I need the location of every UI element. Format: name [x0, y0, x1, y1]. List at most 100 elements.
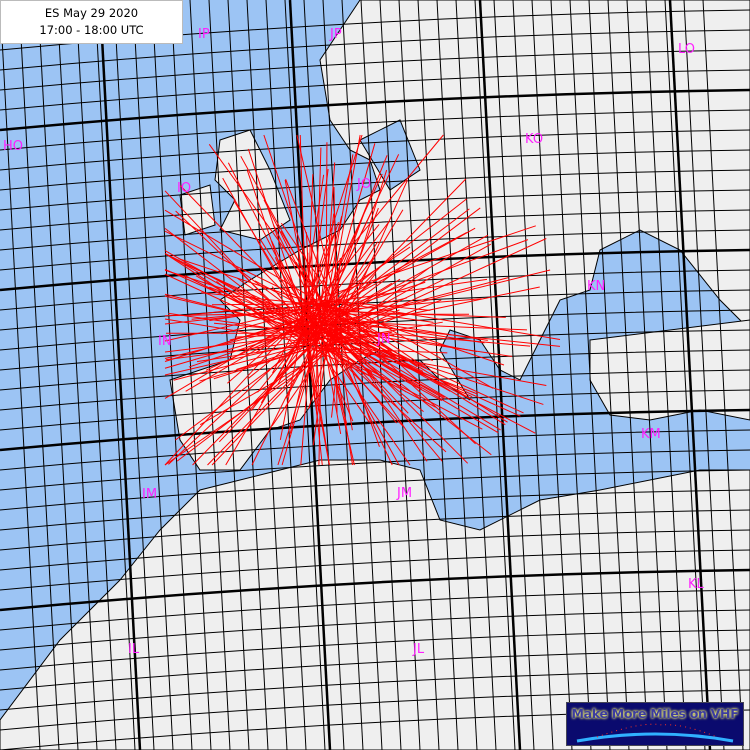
grid-meridian — [683, 0, 725, 750]
grid-meridian — [474, 0, 516, 750]
propagation-path — [176, 340, 336, 462]
field-label-jn: JN — [376, 332, 391, 347]
propagation-path — [199, 347, 334, 426]
propagation-path — [302, 305, 337, 368]
grid-meridian — [94, 0, 136, 750]
grid-meridian — [18, 0, 60, 750]
logo-horizon-graphic — [576, 723, 734, 743]
grid-meridian — [170, 0, 212, 750]
grid-parallel — [0, 649, 750, 691]
propagation-path — [337, 207, 481, 316]
grid-meridian — [398, 0, 440, 750]
propagation-path — [208, 144, 332, 315]
propagation-path — [168, 326, 317, 465]
propagation-path — [246, 170, 302, 329]
grid-meridian — [246, 0, 288, 750]
propagation-path — [310, 205, 375, 341]
propagation-path — [271, 240, 306, 314]
grid-meridian — [113, 0, 155, 750]
grid-parallel — [0, 469, 750, 511]
propagation-path — [328, 333, 544, 405]
grid-meridian — [702, 0, 744, 750]
propagation-path — [189, 299, 327, 316]
propagation-path — [329, 269, 551, 326]
field-label-jo: JO — [356, 177, 371, 192]
grid-parallel — [0, 369, 750, 411]
propagation-path — [333, 329, 513, 357]
grid-meridian — [0, 0, 41, 750]
propagation-path — [236, 342, 319, 370]
grid-meridian — [588, 0, 630, 750]
grid-meridian — [550, 0, 592, 750]
grid-meridian — [626, 0, 668, 750]
propagation-path — [164, 230, 317, 307]
propagation-path — [307, 348, 330, 466]
propagation-path — [333, 180, 408, 345]
propagation-path — [320, 198, 467, 314]
propagation-path — [336, 337, 409, 414]
propagation-path — [164, 227, 306, 337]
grid-meridian — [607, 0, 649, 750]
propagation-path — [336, 239, 529, 311]
grid-meridian — [436, 0, 478, 750]
propagation-path — [310, 224, 380, 310]
propagation-path — [319, 143, 376, 336]
propagation-path — [299, 134, 306, 301]
propagation-path — [183, 263, 302, 318]
propagation-path — [330, 349, 340, 418]
propagation-path — [164, 295, 306, 330]
propagation-path — [302, 310, 397, 424]
propagation-path — [332, 238, 547, 338]
propagation-path — [317, 311, 342, 435]
grid-meridian — [322, 0, 364, 750]
grid-parallel — [0, 29, 750, 71]
grid-meridian — [189, 0, 231, 750]
propagation-path — [196, 343, 310, 363]
field-label-in: IN — [158, 334, 172, 349]
propagation-path — [164, 209, 317, 302]
propagation-path — [263, 134, 324, 310]
title-box: ES May 29 2020 17:00 - 18:00 UTC — [0, 0, 183, 44]
grid-parallel — [0, 629, 750, 671]
grid-parallel — [0, 69, 750, 111]
propagation-path — [279, 308, 307, 441]
field-parallel — [0, 88, 750, 132]
field-label-jp: JP — [329, 27, 342, 42]
grid-parallel — [0, 549, 750, 591]
field-label-jm: JM — [396, 486, 412, 501]
grid-parallel — [0, 609, 750, 651]
land-turkey — [589, 319, 750, 421]
propagation-path — [304, 134, 363, 310]
propagation-path — [325, 231, 468, 308]
propagation-path — [309, 347, 323, 466]
propagation-path — [309, 320, 384, 326]
grid-parallel — [0, 229, 750, 271]
propagation-path — [273, 225, 315, 306]
propagation-path — [164, 304, 320, 342]
title-time-range: 17:00 - 18:00 UTC — [39, 23, 144, 37]
propagation-path — [325, 298, 482, 312]
grid-parallel — [0, 209, 750, 251]
propagation-path — [313, 317, 524, 414]
grid-meridian — [417, 0, 459, 750]
field-label-jl: JL — [412, 642, 425, 657]
grid-parallel — [0, 269, 750, 311]
propagation-path — [336, 339, 479, 395]
field-label-ko: KO — [525, 132, 543, 147]
grid-meridian — [132, 0, 174, 750]
propagation-paths — [164, 134, 561, 466]
grid-parallel — [0, 49, 750, 91]
grid-parallel — [0, 489, 750, 531]
grid-meridian — [360, 0, 402, 750]
grid-parallel — [0, 289, 750, 331]
grid-meridian — [75, 0, 117, 750]
propagation-path — [164, 317, 303, 466]
grid-parallel — [0, 669, 750, 711]
propagation-path — [251, 318, 326, 466]
propagation-path — [164, 269, 318, 320]
grid-meridian — [208, 0, 250, 750]
propagation-path — [165, 337, 329, 361]
propagation-path — [164, 190, 312, 347]
